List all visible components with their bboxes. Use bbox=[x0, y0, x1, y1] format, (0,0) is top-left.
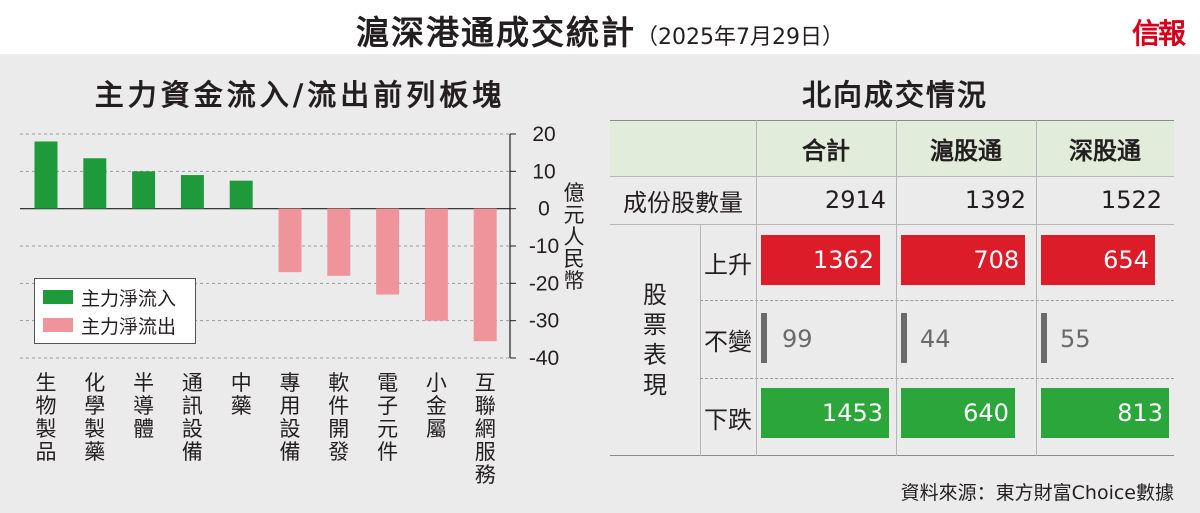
column-divider-2 bbox=[896, 120, 897, 456]
category-label: 生物製品 bbox=[35, 371, 57, 464]
group-label-performance: 股票表現 bbox=[643, 281, 667, 399]
category-label: 化學製藥 bbox=[84, 371, 106, 464]
header-rule bbox=[610, 176, 1174, 177]
page-title: 滬深港通成交統計（2025年7月29日） bbox=[0, 6, 1200, 54]
y-tick-label: -40 bbox=[529, 347, 559, 370]
row-label-constituents: 成份股數量 bbox=[623, 188, 743, 217]
constituents-shenzhen: 1522 bbox=[1100, 186, 1162, 214]
title-date: （2025年7月29日） bbox=[636, 25, 844, 50]
category-label: 通訊設備 bbox=[181, 371, 203, 464]
category-label: 半導體 bbox=[133, 371, 155, 441]
bar-inflow bbox=[229, 180, 253, 209]
bar-outflow bbox=[473, 208, 497, 342]
column-header-shanghai: 滬股通 bbox=[896, 120, 1036, 176]
unchanged-total-marker bbox=[761, 313, 767, 363]
row-label-up: 上升 bbox=[704, 250, 752, 279]
unchanged-shanghai: 44 bbox=[920, 325, 951, 353]
y-tick-label: -10 bbox=[529, 235, 559, 258]
bar-outflow bbox=[376, 208, 400, 295]
legend-item-outflow: 主力淨流出 bbox=[43, 313, 177, 338]
column-header-total: 合計 bbox=[756, 120, 896, 176]
row-divider-1 bbox=[700, 300, 1174, 301]
category-label: 電子元件 bbox=[377, 371, 399, 464]
category-label: 互聯網服務 bbox=[474, 371, 496, 487]
y-tick-label: 20 bbox=[532, 123, 555, 146]
bar-outflow bbox=[424, 208, 448, 321]
column-header-shenzhen: 深股通 bbox=[1036, 120, 1174, 176]
publisher-logo: 信報 bbox=[1131, 17, 1186, 50]
down-total-bar: 1453 bbox=[761, 388, 889, 438]
unchanged-shanghai-marker bbox=[901, 313, 907, 363]
constituents-total: 2914 bbox=[824, 186, 886, 214]
source-note: 資料來源：東方財富Choice數據 bbox=[900, 482, 1174, 504]
row-divider-2 bbox=[700, 378, 1174, 379]
chart-legend: 主力淨流入 主力淨流出 bbox=[34, 278, 196, 344]
down-shanghai-bar: 640 bbox=[901, 388, 1015, 438]
category-label: 專用設備 bbox=[279, 371, 301, 464]
column-divider-1 bbox=[756, 120, 757, 456]
group-divider bbox=[700, 224, 701, 456]
bar-inflow bbox=[83, 158, 107, 209]
down-shenzhen-bar: 813 bbox=[1041, 388, 1169, 438]
unchanged-total: 99 bbox=[782, 325, 813, 353]
row-label-down: 下跌 bbox=[704, 405, 752, 434]
table-bottom-rule bbox=[610, 455, 1174, 456]
unchanged-shenzhen: 55 bbox=[1060, 325, 1091, 353]
bar-inflow bbox=[180, 175, 204, 209]
y-tick-label: 10 bbox=[532, 160, 555, 183]
title-text: 滬深港通成交統計 bbox=[356, 13, 636, 52]
bar-inflow bbox=[132, 171, 156, 209]
header-corner bbox=[610, 120, 756, 176]
row-label-unchanged: 不變 bbox=[704, 328, 752, 356]
constituent-rule bbox=[610, 224, 1174, 225]
table-top-rule bbox=[610, 120, 1174, 121]
up-shenzhen-bar: 654 bbox=[1041, 235, 1155, 285]
column-divider-3 bbox=[1036, 120, 1037, 456]
category-label: 小金屬 bbox=[425, 371, 447, 441]
up-total-bar: 1362 bbox=[761, 235, 881, 285]
legend-label-inflow: 主力淨流入 bbox=[81, 287, 177, 310]
table-title: 北向成交情況 bbox=[801, 78, 988, 112]
constituents-shanghai: 1392 bbox=[964, 186, 1026, 214]
legend-label-outflow: 主力淨流出 bbox=[81, 315, 177, 338]
bar-inflow bbox=[34, 141, 58, 209]
sector-flow-chart: 20 10 0 -10 -20 -30 -40 bbox=[20, 123, 559, 370]
y-tick-label: -20 bbox=[529, 272, 559, 295]
category-label: 軟件開發 bbox=[328, 371, 350, 464]
legend-item-inflow: 主力淨流入 bbox=[43, 285, 177, 310]
chart-title: 主力資金流入/流出前列板塊 bbox=[94, 78, 506, 112]
legend-swatch-inflow bbox=[43, 290, 73, 304]
bar-outflow bbox=[327, 208, 351, 276]
legend-swatch-outflow bbox=[43, 318, 73, 332]
bar-outflow bbox=[278, 208, 302, 273]
header-band bbox=[0, 0, 1200, 54]
up-shanghai-bar: 708 bbox=[901, 235, 1026, 285]
unchanged-shenzhen-marker bbox=[1041, 313, 1047, 363]
y-tick-label: -30 bbox=[529, 310, 559, 333]
y-tick-label: 0 bbox=[538, 198, 550, 221]
northbound-table: 合計 滬股通 深股通 成份股數量 2914 1392 1522 股票表現 上升 … bbox=[610, 120, 1174, 456]
y-axis-unit: 億元人民幣 bbox=[563, 181, 585, 293]
category-label: 中藥 bbox=[230, 371, 252, 418]
